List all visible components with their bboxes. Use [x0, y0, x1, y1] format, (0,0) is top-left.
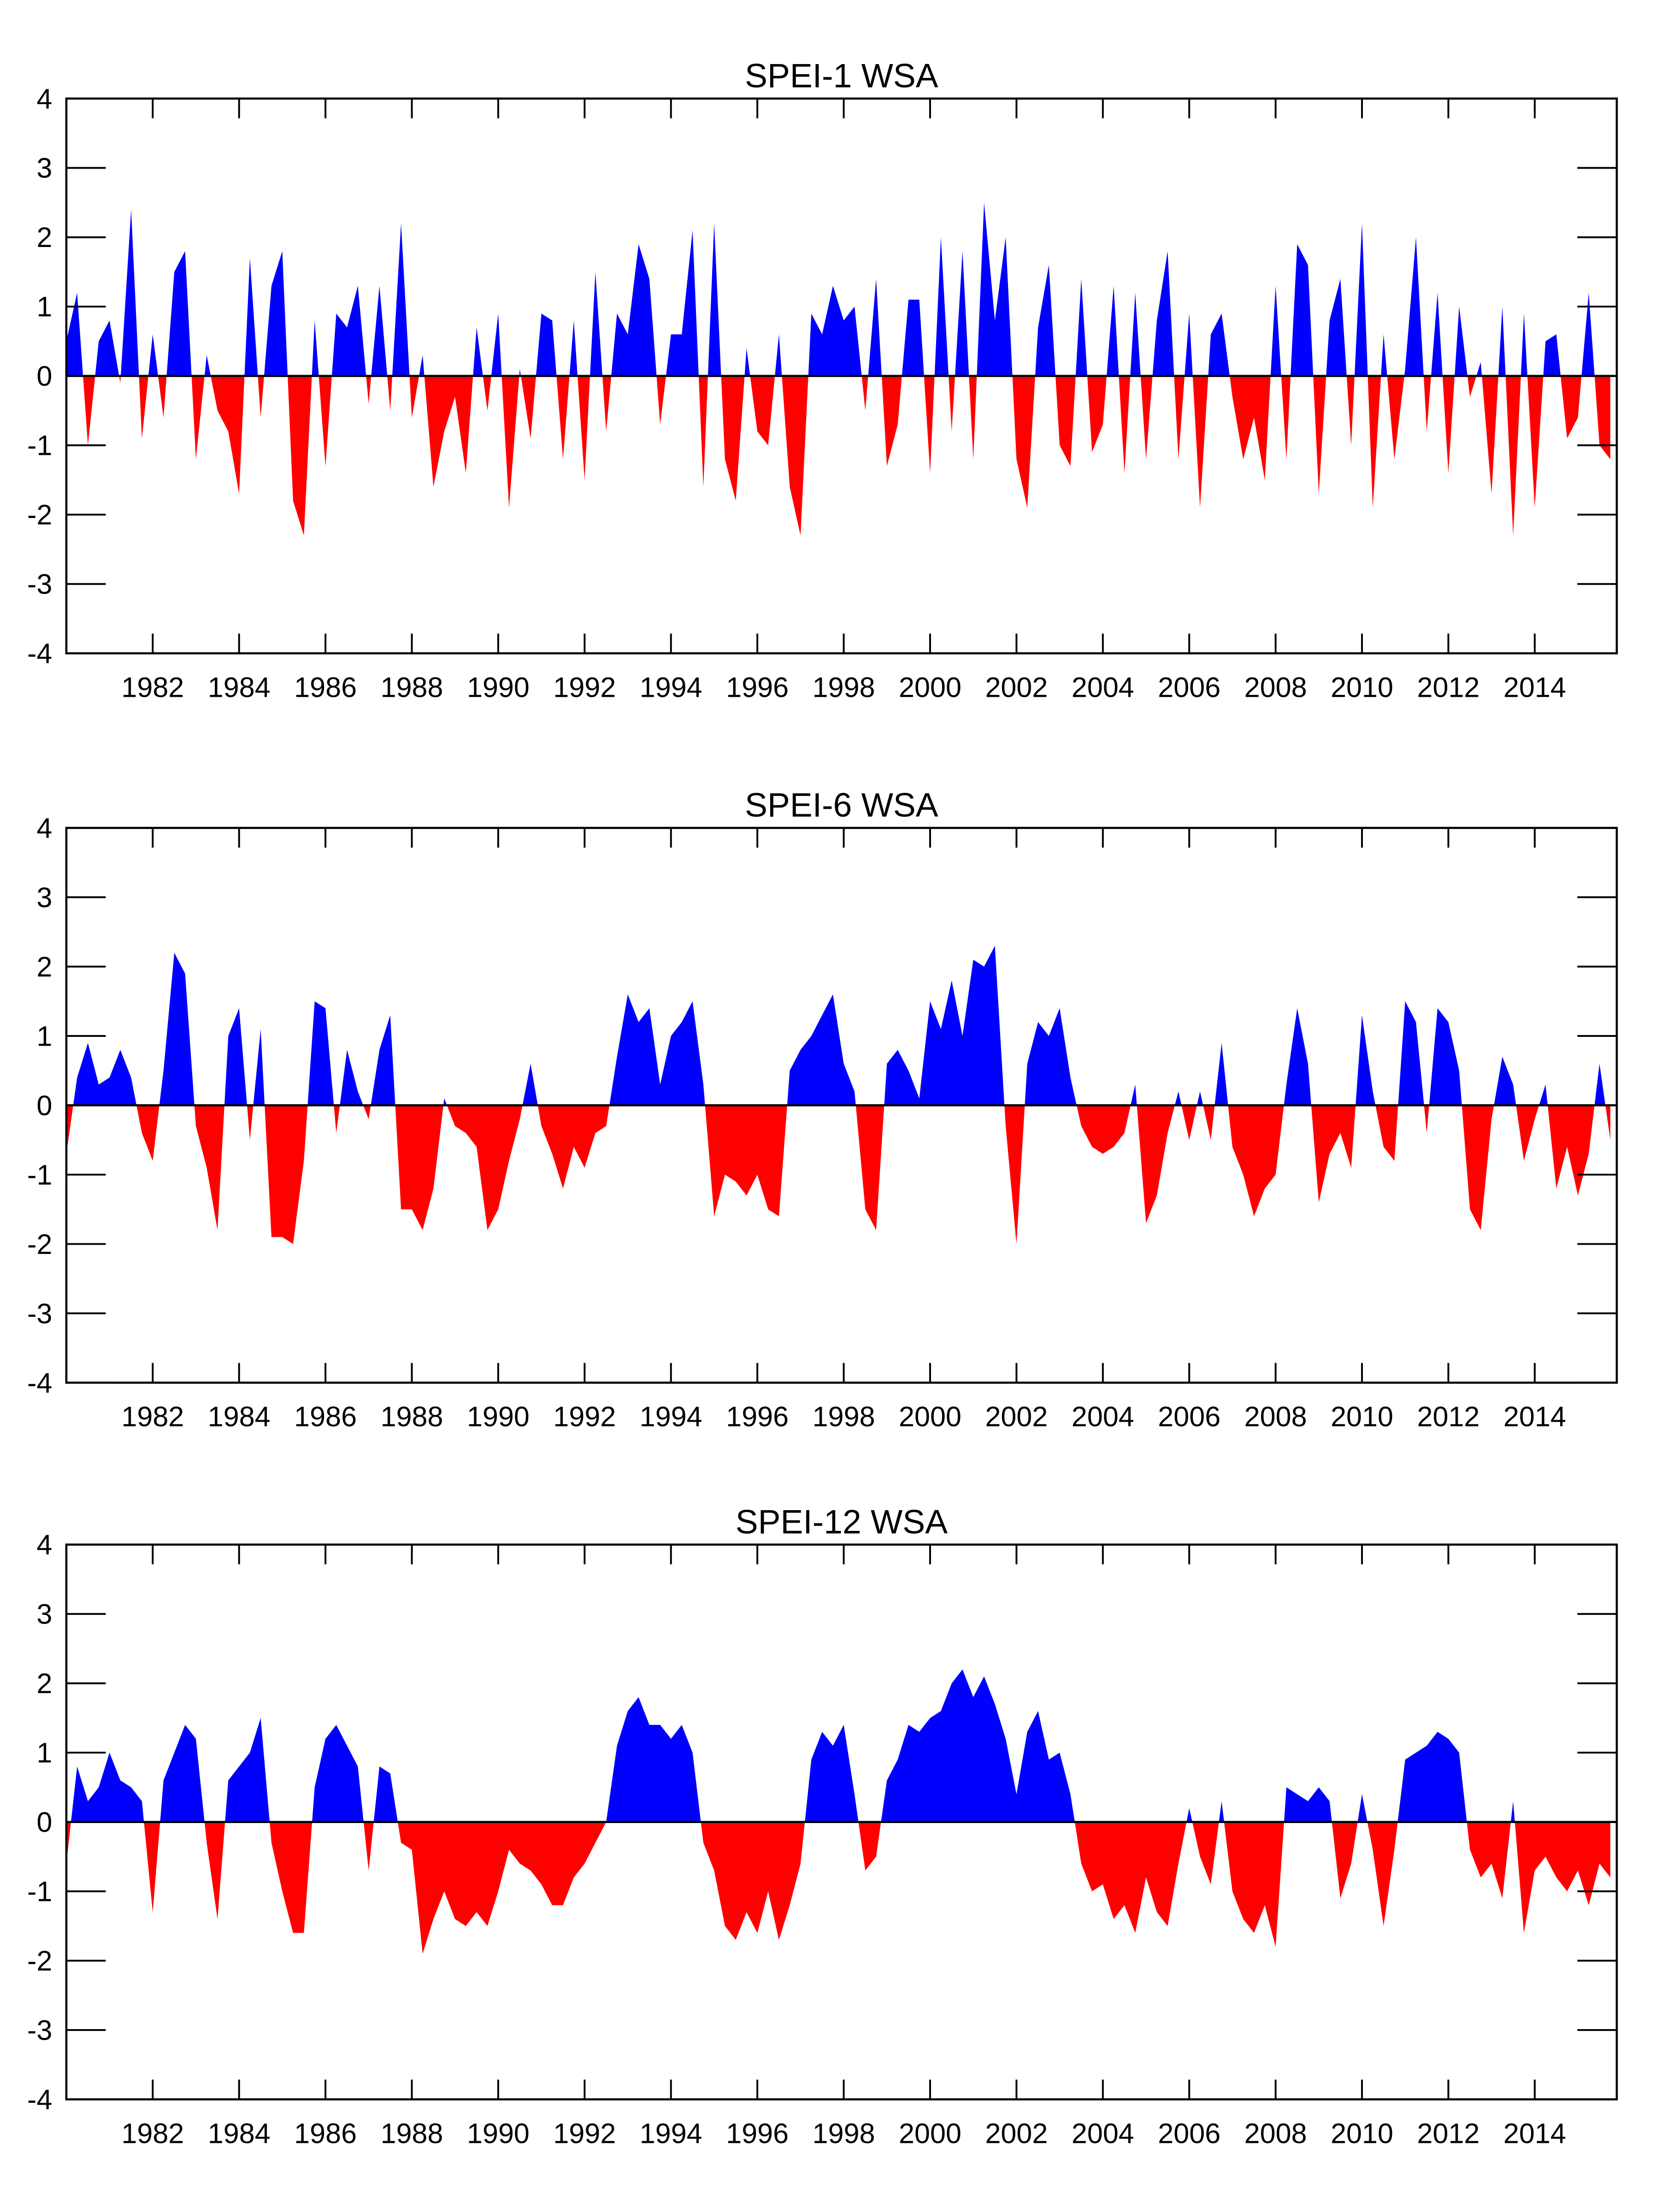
x-tick-label: 1984	[208, 671, 271, 703]
x-tick-label: 2008	[1244, 671, 1307, 703]
x-tick-label: 1988	[381, 671, 443, 703]
y-tick-label: -2	[27, 1229, 52, 1260]
y-tick-label: 3	[36, 153, 52, 184]
y-tick-label: -4	[27, 2084, 52, 2115]
x-tick-label: 1990	[467, 2118, 530, 2149]
spei-area	[66, 1669, 1610, 1954]
y-tick-label: 3	[36, 882, 52, 913]
spei-area	[66, 202, 1610, 535]
x-tick-label: 1982	[121, 2118, 184, 2149]
y-tick-label: 1	[36, 291, 52, 323]
y-tick-label: 0	[36, 360, 52, 392]
x-tick-label: 1984	[208, 2118, 271, 2149]
x-tick-label: 1992	[553, 2118, 616, 2149]
x-tick-label: 1998	[813, 1401, 875, 1432]
x-tick-label: 1992	[553, 671, 616, 703]
x-tick-label: 1994	[640, 671, 702, 703]
x-tick-label: 1988	[381, 1401, 443, 1432]
y-tick-label: -4	[27, 638, 52, 669]
x-tick-label: 1982	[121, 671, 184, 703]
y-tick-label: -1	[27, 430, 52, 461]
y-tick-label: 4	[36, 812, 52, 844]
y-tick-label: 0	[36, 1090, 52, 1121]
y-tick-label: 4	[36, 1529, 52, 1560]
x-tick-label: 2012	[1417, 1401, 1479, 1432]
x-tick-label: 1982	[121, 1401, 184, 1432]
x-tick-label: 1992	[553, 1401, 616, 1432]
spei-area	[66, 946, 1610, 1244]
x-tick-label: 2014	[1503, 671, 1566, 703]
x-tick-label: 2002	[985, 2118, 1048, 2149]
x-tick-label: 1986	[294, 1401, 357, 1432]
x-tick-label: 2010	[1331, 1401, 1393, 1432]
x-tick-label: 1986	[294, 671, 357, 703]
x-tick-label: 2000	[899, 1401, 961, 1432]
x-tick-label: 2006	[1158, 2118, 1220, 2149]
x-tick-label: 2008	[1244, 2118, 1307, 2149]
y-tick-label: 2	[36, 222, 52, 253]
y-tick-label: -2	[27, 1945, 52, 1977]
chart-title: SPEI-6 WSA	[745, 786, 938, 824]
x-tick-label: 2004	[1072, 2118, 1134, 2149]
x-tick-label: 2004	[1072, 671, 1134, 703]
x-tick-label: 1988	[381, 2118, 443, 2149]
x-tick-label: 2014	[1503, 2118, 1566, 2149]
x-tick-label: 2002	[985, 1401, 1048, 1432]
x-tick-label: 2000	[899, 2118, 961, 2149]
y-tick-label: 2	[36, 951, 52, 982]
y-tick-label: -3	[27, 1298, 52, 1329]
x-tick-label: 1990	[467, 671, 530, 703]
x-tick-label: 1990	[467, 1401, 530, 1432]
y-tick-label: 3	[36, 1599, 52, 1630]
y-tick-label: -1	[27, 1876, 52, 1907]
x-tick-label: 2014	[1503, 1401, 1566, 1432]
x-tick-label: 1986	[294, 2118, 357, 2149]
x-tick-label: 2000	[899, 671, 961, 703]
x-tick-label: 2006	[1158, 671, 1220, 703]
plot-frame	[65, 97, 1618, 654]
x-tick-label: 1994	[640, 1401, 702, 1432]
chart-title: SPEI-12 WSA	[736, 1503, 948, 1541]
plot-frame	[65, 1543, 1618, 2100]
x-tick-label: 1994	[640, 2118, 702, 2149]
x-tick-label: 2010	[1331, 671, 1393, 703]
y-tick-label: -3	[27, 2014, 52, 2046]
x-tick-label: 2012	[1417, 2118, 1479, 2149]
x-tick-label: 2010	[1331, 2118, 1393, 2149]
plot-frame	[65, 827, 1618, 1384]
y-tick-label: 2	[36, 1668, 52, 1699]
y-tick-label: -3	[27, 569, 52, 600]
x-tick-label: 2002	[985, 671, 1048, 703]
x-tick-label: 1998	[813, 671, 875, 703]
x-tick-label: 2006	[1158, 1401, 1220, 1432]
chart-title: SPEI-1 WSA	[745, 57, 938, 94]
y-tick-label: -2	[27, 499, 52, 530]
x-tick-label: 1996	[726, 671, 789, 703]
y-tick-label: -4	[27, 1367, 52, 1399]
x-tick-label: 1996	[726, 1401, 789, 1432]
x-tick-label: 1984	[208, 1401, 271, 1432]
x-tick-label: 2004	[1072, 1401, 1134, 1432]
x-tick-label: 1998	[813, 2118, 875, 2149]
x-tick-label: 1996	[726, 2118, 789, 2149]
y-tick-label: -1	[27, 1159, 52, 1190]
y-tick-label: 1	[36, 1020, 52, 1052]
y-tick-label: 1	[36, 1737, 52, 1769]
y-tick-label: 4	[36, 83, 52, 114]
y-tick-label: 0	[36, 1806, 52, 1838]
x-tick-label: 2012	[1417, 671, 1479, 703]
x-tick-label: 2008	[1244, 1401, 1307, 1432]
